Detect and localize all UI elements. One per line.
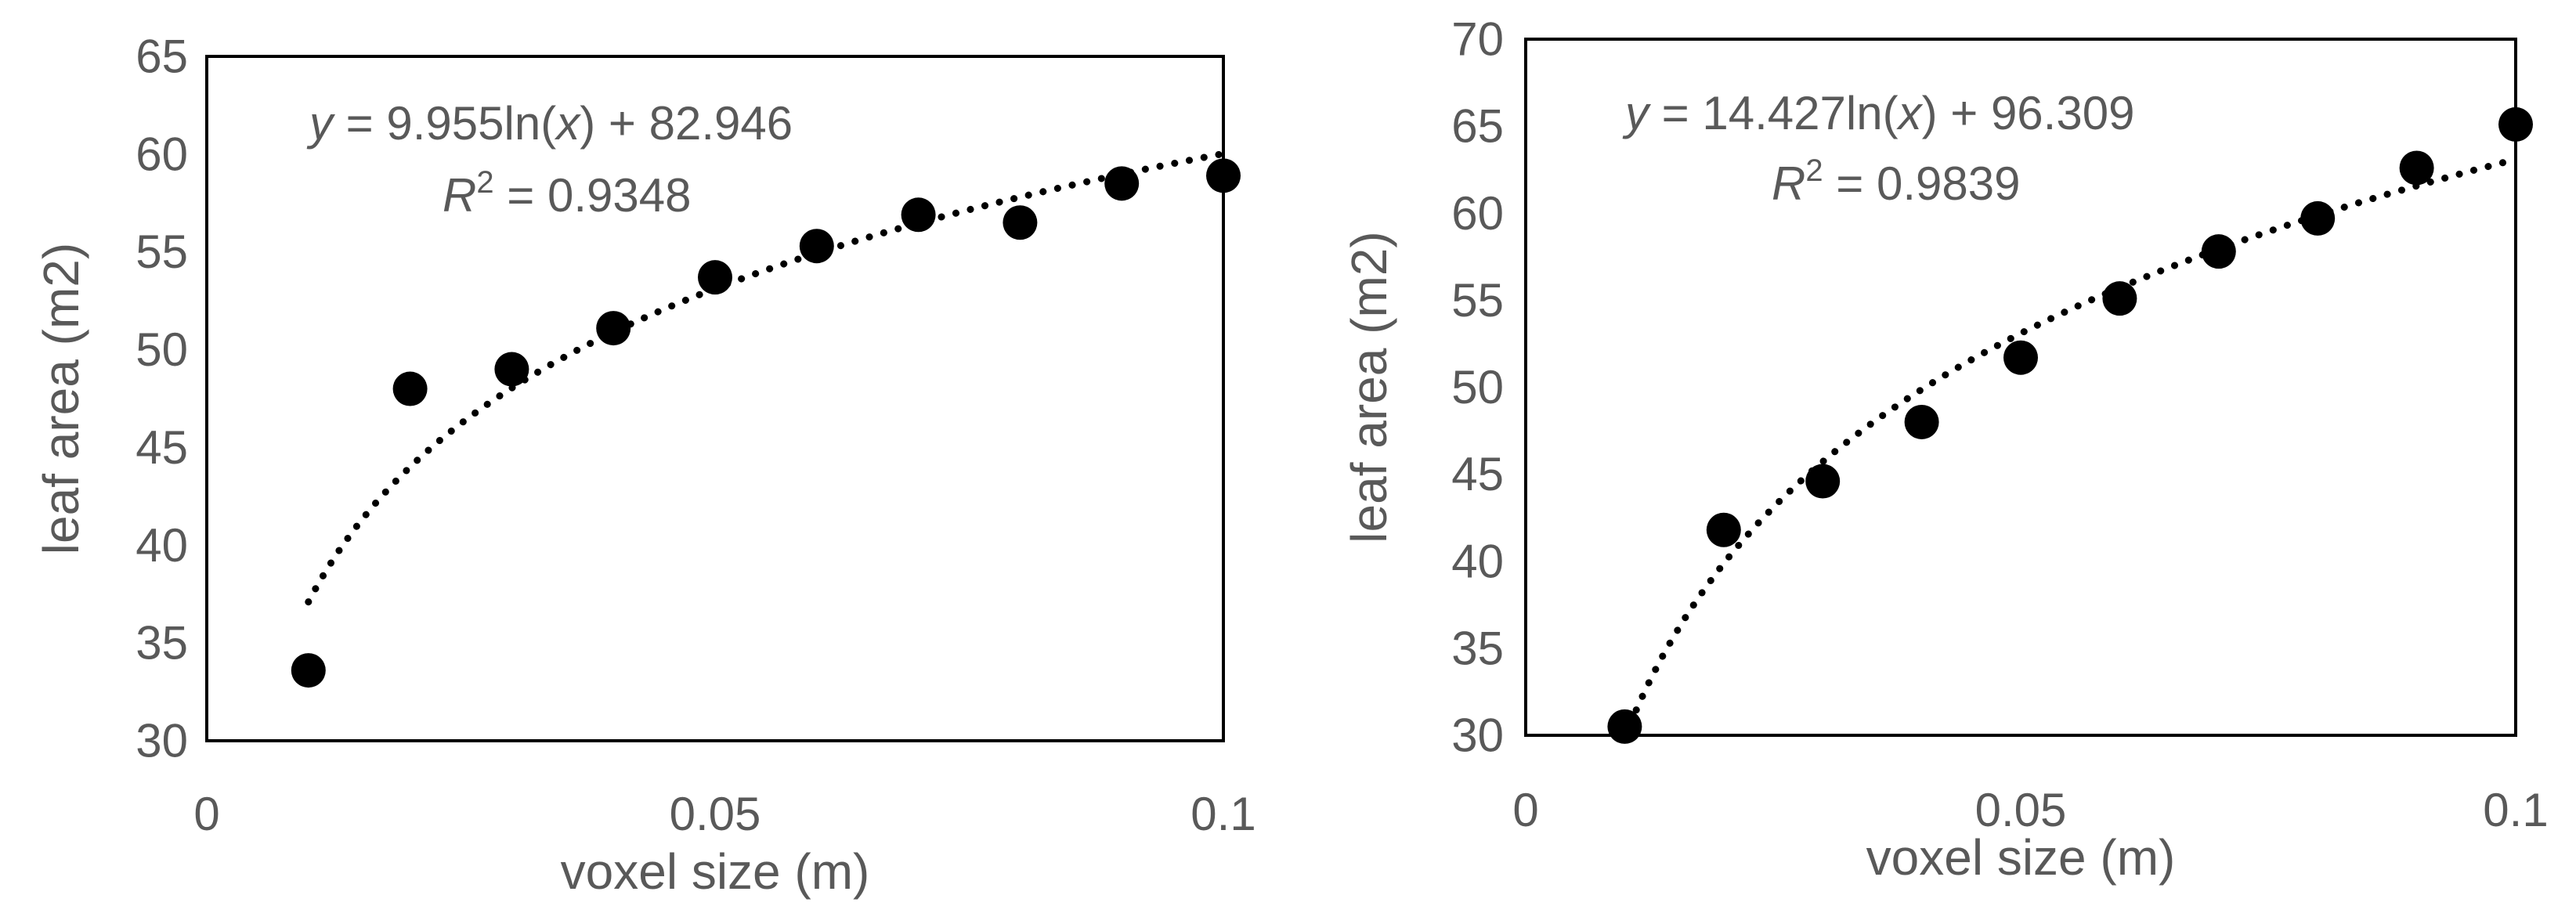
x-tick-label: 0 <box>1512 784 1538 836</box>
data-point <box>596 311 631 346</box>
log-trendline <box>1620 156 2520 742</box>
y-tick-label: 60 <box>1451 187 1504 240</box>
y-tick-label: 45 <box>1451 448 1504 500</box>
data-point <box>1706 512 1741 547</box>
x-tick-label: 0.05 <box>1975 784 2067 836</box>
y-axis-title: leaf area (m2) <box>33 243 89 554</box>
y-tick-label: 50 <box>135 323 188 376</box>
y-axis-title: leaf area (m2) <box>1341 231 1397 543</box>
data-point <box>901 197 936 233</box>
y-tick-label: 40 <box>135 519 188 572</box>
y-tick-label: 30 <box>1451 709 1504 762</box>
data-point <box>494 352 529 387</box>
x-tick-label: 0.05 <box>670 788 761 840</box>
x-axis-title: voxel size (m) <box>561 843 870 900</box>
chart-1: 30 35 40 45 50 55 60 65 0 0.05 0.1 voxel size (m) le… <box>33 31 1256 901</box>
data-point <box>2102 281 2137 316</box>
x-tick-label: 0 <box>193 788 219 840</box>
y-tick-label: 35 <box>1451 622 1504 674</box>
plot-area-frame <box>205 55 1225 742</box>
data-point <box>799 229 834 264</box>
y-tick-label: 50 <box>1451 361 1504 413</box>
y-tick-label: 65 <box>135 31 188 83</box>
data-point <box>2201 234 2236 269</box>
y-tick-label: 40 <box>1451 535 1504 587</box>
trendline-equation: y = 9.955ln(x) + 82.946 <box>306 97 793 150</box>
x-axis-title: voxel size (m) <box>1866 829 2176 886</box>
data-point <box>1607 709 1642 744</box>
log-trendline <box>305 150 1227 606</box>
x-tick-label: 0.1 <box>2483 784 2548 836</box>
y-tick-label: 65 <box>1451 100 1504 153</box>
data-point <box>1904 404 1939 439</box>
y-tick-label: 35 <box>135 617 188 670</box>
data-point <box>2399 150 2434 186</box>
r-squared-label: R2 = 0.9839 <box>1772 153 2021 210</box>
y-tick-label: 45 <box>135 421 188 474</box>
plot-area-frame <box>1524 38 2517 737</box>
data-point <box>1805 464 1841 499</box>
y-tick-label: 60 <box>135 128 188 180</box>
data-point <box>1206 158 1241 193</box>
data-point <box>1003 205 1038 240</box>
data-point <box>2498 106 2533 142</box>
data-point <box>291 653 326 688</box>
x-tick-label: 0.1 <box>1190 788 1255 840</box>
data-point <box>698 260 732 295</box>
data-point <box>2300 200 2336 236</box>
y-tick-label: 55 <box>1451 274 1504 327</box>
data-point <box>392 371 428 406</box>
chart-2: 30 35 40 45 50 55 60 65 70 0 0.05 0.1 voxel size (m)… <box>1341 13 2549 886</box>
data-point <box>2003 340 2038 375</box>
y-tick-label: 70 <box>1451 13 1504 66</box>
trendline-equation: y = 14.427ln(x) + 96.309 <box>1622 87 2134 139</box>
y-tick-label: 55 <box>135 226 188 278</box>
y-tick-label: 30 <box>135 715 188 767</box>
r-squared-label: R2 = 0.9348 <box>443 165 692 222</box>
data-point <box>1104 166 1140 201</box>
